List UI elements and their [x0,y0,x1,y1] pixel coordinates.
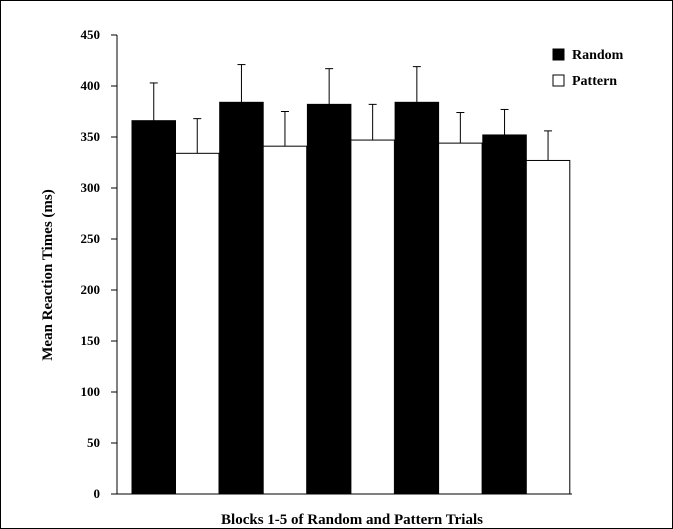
bar-random-3 [306,103,352,495]
bar-pattern-3 [350,139,395,495]
y-tick-label: 0 [94,486,101,501]
bar-pattern-1 [175,152,220,495]
x-axis-title: Blocks 1-5 of Random and Pattern Trials [221,512,483,528]
bar-random-5 [482,134,527,495]
y-tick-label: 100 [81,384,101,399]
legend-swatch-random [552,48,565,61]
y-tick-label: 50 [87,435,100,450]
bar-random-4 [394,101,440,495]
legend-swatch-pattern [552,74,565,87]
bar-random-2 [219,101,264,495]
y-tick-label: 250 [81,231,101,246]
y-tick-label: 200 [81,282,101,297]
y-tick-label: 150 [81,333,101,348]
y-tick-label: 400 [81,78,101,93]
y-axis-title: Mean Reaction Times (ms) [40,189,56,361]
legend: Random Pattern [552,48,624,89]
y-tick-label: 300 [81,180,101,195]
y-tick-label: 450 [81,27,101,42]
bar-random-1 [131,120,176,495]
bar-pattern-5 [525,159,571,495]
y-tick-label: 350 [81,129,101,144]
bars [131,101,571,495]
bar-pattern-2 [262,145,308,495]
bar-pattern-4 [438,142,483,495]
error-bars [149,64,553,161]
legend-label-pattern: Pattern [572,74,617,89]
legend-label-random: Random [572,48,624,63]
